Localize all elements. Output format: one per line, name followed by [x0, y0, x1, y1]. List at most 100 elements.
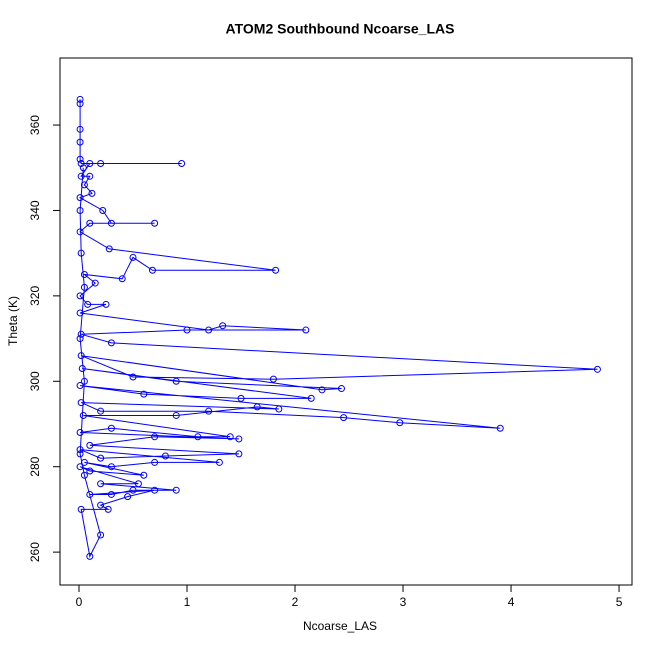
data-point: [97, 480, 105, 488]
data-point: [88, 189, 96, 197]
data-point: [172, 411, 180, 419]
x-tick-label: 0: [76, 595, 83, 609]
data-point: [77, 399, 85, 407]
data-point: [76, 335, 84, 343]
data-point: [107, 424, 115, 432]
y-tick-label: 300: [28, 371, 42, 391]
y-axis-label: Theta (K): [6, 296, 20, 346]
plot-frame: [59, 57, 633, 586]
data-point: [80, 283, 88, 291]
data-point: [76, 155, 84, 163]
data-point: [91, 279, 99, 287]
data-point: [77, 249, 85, 257]
data-point: [86, 467, 94, 475]
data-point: [226, 433, 234, 441]
data-point: [396, 419, 404, 427]
data-point: [97, 501, 105, 509]
data-point: [183, 326, 191, 334]
x-tick-label: 4: [508, 595, 515, 609]
data-point: [151, 433, 159, 441]
data-point: [107, 490, 115, 498]
y-tick-label: 360: [28, 115, 42, 135]
data-point: [105, 245, 113, 253]
data-point: [77, 330, 85, 338]
data-point: [76, 382, 84, 390]
data-point: [134, 480, 142, 488]
data-point: [86, 172, 94, 180]
data-point: [97, 454, 105, 462]
data-point: [129, 373, 137, 381]
x-tick-label: 5: [616, 595, 623, 609]
data-point: [269, 375, 277, 383]
data-point: [76, 95, 84, 103]
data-point: [77, 505, 85, 513]
x-axis-label: Ncoarse_LAS: [303, 619, 377, 633]
data-point: [151, 458, 159, 466]
data-point: [104, 505, 112, 513]
data-point: [107, 463, 115, 471]
data-point: [235, 435, 243, 443]
data-point: [86, 219, 94, 227]
data-point: [140, 471, 148, 479]
data-point: [76, 429, 84, 437]
data-point: [307, 394, 315, 402]
data-point: [124, 493, 132, 501]
data-point: [151, 486, 159, 494]
data-point: [76, 292, 84, 300]
data-point: [205, 326, 213, 334]
data-point: [77, 159, 85, 167]
data-point: [151, 219, 159, 227]
chart-title: ATOM2 Southbound Ncoarse_LAS: [226, 21, 455, 37]
data-point: [129, 253, 137, 261]
data-point: [79, 164, 87, 172]
data-point: [80, 377, 88, 385]
data-point: [205, 407, 213, 415]
y-tick-label: 340: [28, 200, 42, 220]
data-point: [194, 433, 202, 441]
data-point: [107, 219, 115, 227]
data-point: [78, 364, 86, 372]
data-point: [275, 405, 283, 413]
data-point: [337, 385, 345, 393]
data-point: [235, 450, 243, 458]
data-point: [272, 266, 280, 274]
data-point: [80, 271, 88, 279]
data-point: [140, 390, 148, 398]
data-line: [78, 99, 598, 558]
data-point: [97, 159, 105, 167]
data-point: [86, 159, 94, 167]
data-point: [318, 386, 326, 394]
data-point: [80, 181, 88, 189]
data-point: [76, 446, 84, 454]
data-point: [593, 365, 601, 373]
data-point: [86, 552, 94, 560]
data-point: [76, 206, 84, 214]
data-point: [107, 339, 115, 347]
data-point: [79, 411, 87, 419]
data-point: [76, 309, 84, 317]
y-tick-label: 280: [28, 456, 42, 476]
x-tick-label: 1: [184, 595, 191, 609]
data-point: [76, 138, 84, 146]
data-point: [172, 486, 180, 494]
y-tick-label: 320: [28, 286, 42, 306]
data-point: [237, 394, 245, 402]
data-point: [102, 300, 110, 308]
data-point: [76, 450, 84, 458]
data-point: [76, 100, 84, 108]
data-point: [253, 403, 261, 411]
data-point: [80, 471, 88, 479]
data-point: [496, 424, 504, 432]
data-point: [302, 326, 310, 334]
data-point: [340, 414, 348, 422]
data-point: [77, 352, 85, 360]
data-point: [118, 275, 126, 283]
data-point: [86, 490, 94, 498]
data-point: [172, 377, 180, 385]
x-tick-label: 2: [292, 595, 299, 609]
data-point: [97, 407, 105, 415]
data-point: [80, 458, 88, 466]
data-point: [76, 228, 84, 236]
x-tick-label: 3: [400, 595, 407, 609]
